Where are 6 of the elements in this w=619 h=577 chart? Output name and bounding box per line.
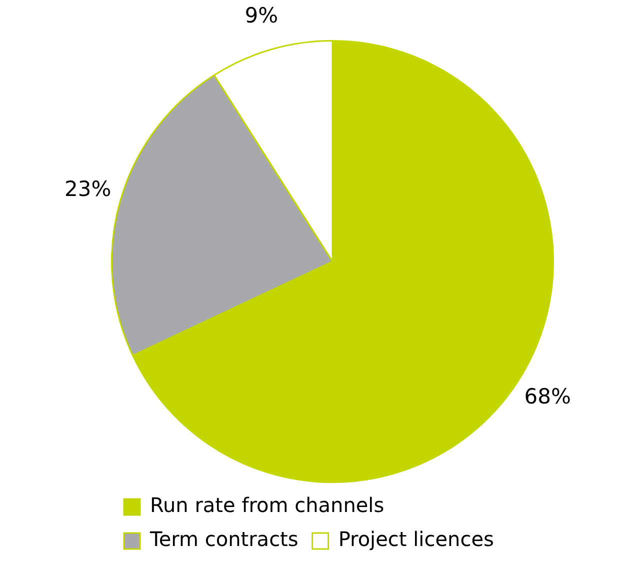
data-label: 68% xyxy=(524,384,571,408)
data-label: 9% xyxy=(244,3,278,28)
data-label: 23% xyxy=(64,176,112,201)
legend-label: Run rate from channels xyxy=(150,493,384,518)
legend-label: Term contracts xyxy=(149,527,298,552)
legend-label: Project licences xyxy=(338,527,494,552)
